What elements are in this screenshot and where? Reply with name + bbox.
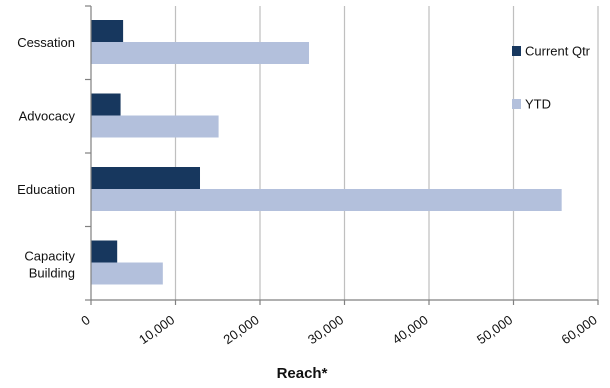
bar-ytd xyxy=(91,189,562,211)
category-labels: Cessation Advocacy Education Capacity Buildi… xyxy=(17,35,75,281)
legend-label: Current Qtr xyxy=(525,44,591,59)
bar-ytd xyxy=(91,42,310,64)
x-axis-title: Reach* xyxy=(277,365,328,382)
x-tick-labels: 0 10,000 20,000 30,000 40,000 50,000 60,000 xyxy=(78,312,600,347)
category-label: Capacity Building xyxy=(24,249,75,281)
bars xyxy=(91,20,562,285)
category-label: Cessation xyxy=(17,35,75,50)
x-tick-label: 30,000 xyxy=(305,312,346,347)
bar-current-qtr xyxy=(91,20,124,42)
legend: Current Qtr YTD xyxy=(512,44,591,112)
bar-ytd xyxy=(91,262,163,285)
x-tick-label: 10,000 xyxy=(136,312,177,347)
x-tick-label: 20,000 xyxy=(221,312,262,347)
category-label: Education xyxy=(17,182,75,197)
axes xyxy=(85,5,599,305)
category-label: Advocacy xyxy=(19,109,76,124)
legend-swatch xyxy=(512,99,521,109)
x-tick-label: 60,000 xyxy=(559,312,600,347)
bar-current-qtr xyxy=(91,93,121,116)
legend-label: YTD xyxy=(525,97,551,112)
bar-current-qtr xyxy=(91,167,201,189)
x-tick-label: 40,000 xyxy=(390,312,431,347)
legend-swatch xyxy=(512,46,521,56)
bar-ytd xyxy=(91,115,219,138)
x-tick-label: 50,000 xyxy=(474,312,515,347)
bar-current-qtr xyxy=(91,240,118,263)
x-tick-label: 0 xyxy=(78,312,93,328)
